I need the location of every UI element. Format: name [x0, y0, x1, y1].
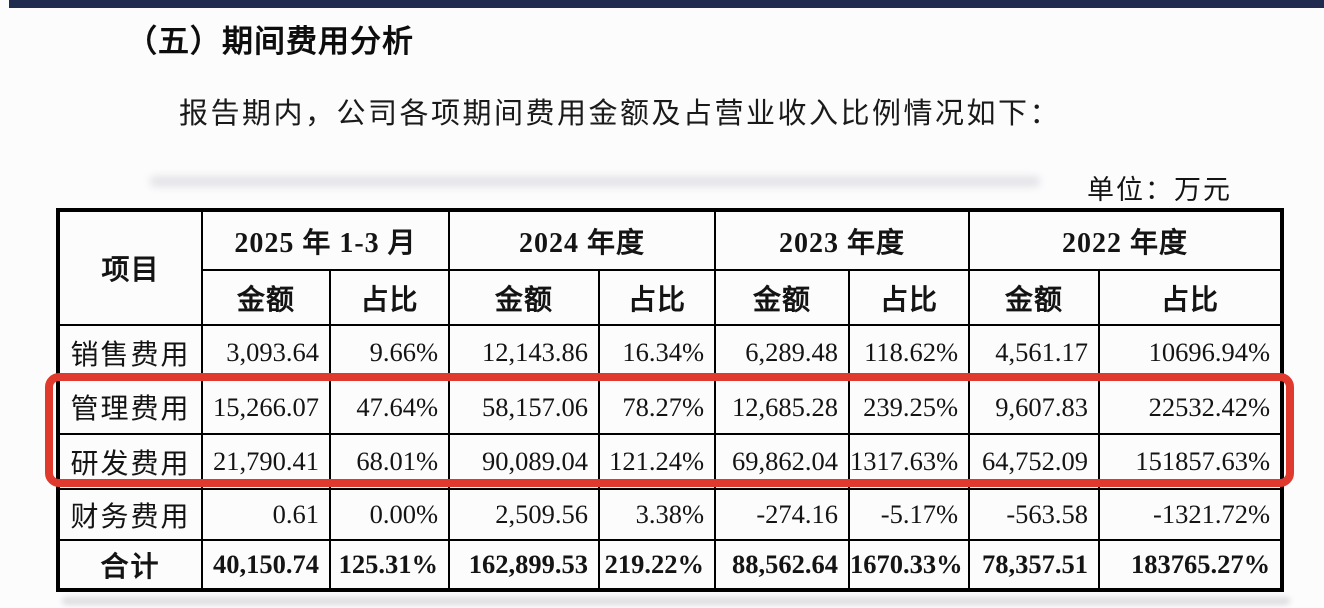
expense-table: 项目 2025 年 1-3 月 2024 年度 2023 年度 2022 年度 … — [56, 208, 1285, 592]
row-label: 研发费用 — [57, 433, 203, 490]
intro-paragraph: 报告期内，公司各项期间费用金额及占营业收入比例情况如下： — [179, 98, 1062, 130]
unit-label: 单位：万元 — [1087, 175, 1232, 205]
amount-cell: 69,862.04 — [714, 433, 851, 490]
ratio-cell: 0.00% — [328, 488, 451, 541]
ratio-cell: 1670.33% — [848, 539, 971, 591]
header-ratio: 占比 — [848, 269, 971, 326]
amount-cell: 15,266.07 — [201, 379, 331, 435]
amount-cell: 0.61 — [201, 488, 331, 541]
row-admin-expense: 管理费用 15,266.07 47.64% 58,157.06 78.27% 1… — [57, 379, 1284, 435]
amount-cell: 4,561.17 — [968, 324, 1101, 381]
ratio-cell: -1321.72% — [1098, 488, 1284, 541]
amount-cell: -274.16 — [714, 488, 851, 541]
header-ratio: 占比 — [598, 269, 717, 326]
amount-cell: 2,509.56 — [448, 488, 601, 541]
header-period-2023: 2023 年度 — [714, 209, 971, 271]
amount-cell: 3,093.64 — [201, 324, 331, 381]
amount-cell: 78,357.51 — [968, 539, 1101, 591]
faded-text-smudge-top — [150, 176, 1040, 187]
ratio-cell: 47.64% — [328, 379, 451, 435]
row-label: 合计 — [57, 539, 203, 591]
expense-table-container: 项目 2025 年 1-3 月 2024 年度 2023 年度 2022 年度 … — [56, 208, 1285, 592]
ratio-cell: 16.34% — [598, 324, 717, 381]
ratio-cell: 151857.63% — [1098, 433, 1284, 490]
ratio-cell: 68.01% — [328, 433, 451, 490]
row-label: 管理费用 — [57, 379, 203, 435]
row-selling-expense: 销售费用 3,093.64 9.66% 12,143.86 16.34% 6,2… — [57, 324, 1284, 381]
amount-cell: 58,157.06 — [448, 379, 601, 435]
amount-cell: 90,089.04 — [448, 433, 601, 490]
amount-cell: 162,899.53 — [448, 539, 601, 591]
amount-cell: 21,790.41 — [201, 433, 331, 490]
amount-cell: 6,289.48 — [714, 324, 851, 381]
amount-cell: 40,150.74 — [201, 539, 331, 591]
amount-cell: 12,685.28 — [714, 379, 851, 435]
ratio-cell: 118.62% — [848, 324, 971, 381]
amount-cell: -563.58 — [968, 488, 1101, 541]
header-amount: 金额 — [714, 269, 851, 326]
header-ratio: 占比 — [328, 269, 451, 326]
row-total: 合计 40,150.74 125.31% 162,899.53 219.22% … — [57, 539, 1284, 591]
amount-cell: 9,607.83 — [968, 379, 1101, 435]
header-row-periods: 项目 2025 年 1-3 月 2024 年度 2023 年度 2022 年度 — [57, 209, 1284, 326]
ratio-cell: 183765.27% — [1098, 539, 1284, 591]
header-period-2022: 2022 年度 — [968, 209, 1284, 271]
ratio-cell: -5.17% — [848, 488, 971, 541]
faded-text-smudge-bottom — [62, 597, 1290, 605]
header-amount: 金额 — [201, 269, 331, 326]
amount-cell: 64,752.09 — [968, 433, 1101, 490]
ratio-cell: 10696.94% — [1098, 324, 1284, 381]
header-period-2024: 2024 年度 — [448, 209, 717, 271]
row-label: 销售费用 — [57, 324, 203, 381]
row-finance-expense: 财务费用 0.61 0.00% 2,509.56 3.38% -274.16 -… — [57, 488, 1284, 541]
ratio-cell: 1317.63% — [848, 433, 971, 490]
ratio-cell: 121.24% — [598, 433, 717, 490]
section-title: （五）期间费用分析 — [126, 24, 414, 59]
row-rd-expense: 研发费用 21,790.41 68.01% 90,089.04 121.24% … — [57, 433, 1284, 490]
header-ratio: 占比 — [1098, 269, 1284, 326]
ratio-cell: 125.31% — [328, 539, 451, 591]
header-row-subcolumns: 金额 占比 金额 占比 金额 占比 金额 占比 — [58, 269, 1284, 326]
ratio-cell: 3.38% — [598, 488, 717, 541]
ratio-cell: 219.22% — [598, 539, 717, 591]
header-amount: 金额 — [448, 269, 601, 326]
row-label: 财务费用 — [57, 488, 203, 541]
header-amount: 金额 — [968, 269, 1101, 326]
ratio-cell: 239.25% — [848, 379, 971, 435]
header-item: 项目 — [57, 209, 203, 326]
amount-cell: 88,562.64 — [714, 539, 851, 591]
ratio-cell: 9.66% — [328, 324, 451, 381]
header-period-2025: 2025 年 1-3 月 — [200, 209, 451, 271]
amount-cell: 12,143.86 — [448, 324, 601, 381]
top-navy-strip — [9, 0, 1324, 8]
ratio-cell: 22532.42% — [1098, 379, 1284, 435]
ratio-cell: 78.27% — [598, 379, 717, 435]
